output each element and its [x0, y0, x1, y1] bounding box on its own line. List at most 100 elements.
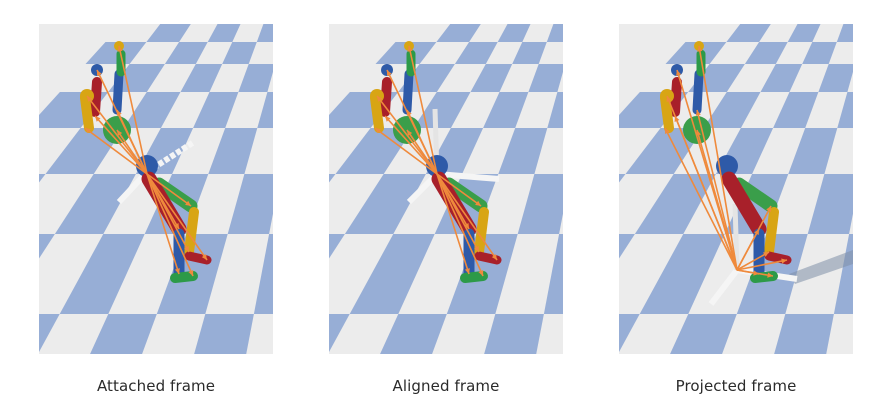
arrow-head [407, 130, 413, 136]
keypoint-arrow [94, 115, 148, 175]
arrow-head [696, 130, 701, 136]
keypoint-arrow [736, 228, 760, 271]
arrow-head [674, 116, 680, 122]
keypoint-arrows [664, 45, 788, 278]
keypoint-arrow [116, 129, 148, 175]
floor-tile [85, 42, 147, 64]
right-upper-arm [402, 69, 414, 115]
floor-tile [413, 92, 471, 128]
arrow-head [464, 268, 470, 274]
floor-tile [773, 92, 819, 128]
keypoint-arrow [84, 127, 148, 175]
arrow-head [767, 272, 773, 278]
panel-attached-frame [39, 24, 273, 354]
right-upper-arm [112, 69, 124, 115]
right-upper-arm [692, 69, 704, 115]
floor-tile [619, 174, 626, 183]
floor-tile [744, 42, 788, 64]
arrow-head [491, 254, 497, 260]
aligned-frame-scene [329, 24, 563, 354]
keypoint-arrow [436, 173, 498, 261]
floor-tile [619, 314, 640, 353]
keypoint-arrow [116, 109, 148, 175]
panel-aligned-frame [329, 24, 563, 354]
floor-tile [335, 128, 414, 174]
humanoid-robot [660, 41, 792, 283]
arrow-head [665, 128, 670, 134]
keypoint-arrows [84, 45, 208, 277]
floor-tile [724, 174, 789, 234]
keypoint-arrow [374, 127, 438, 175]
keypoint-arrow [436, 173, 470, 275]
floor-tile [90, 314, 157, 354]
arrow-head [375, 128, 381, 134]
projected-frame-scene [619, 24, 853, 354]
floor-tile [802, 42, 837, 64]
floor-tile [349, 234, 435, 314]
floor-tile [454, 42, 498, 64]
floor-tile [45, 128, 124, 174]
floor-tile [436, 24, 481, 42]
floor-tile [194, 314, 254, 354]
floor-tile [484, 314, 544, 354]
arrow-head [95, 116, 101, 122]
floor-tile [543, 234, 563, 314]
caption-projected-frame: Projected frame [675, 377, 797, 395]
arrow-head [695, 110, 701, 116]
floor-tile [837, 92, 853, 128]
floor-tile [726, 24, 771, 42]
floor-tile [193, 92, 239, 128]
floor-tile [836, 24, 853, 42]
floor-tile [639, 234, 725, 314]
keypoint-arrow [146, 173, 194, 277]
arrow-head [85, 128, 91, 134]
floor-tile [517, 174, 563, 234]
keypoint-arrow [376, 95, 438, 175]
arrow-head [763, 252, 769, 257]
floor-tile [498, 128, 548, 174]
keypoint-arrow [698, 45, 738, 271]
floor-tile [180, 64, 223, 92]
floor-tile [39, 234, 55, 259]
arrow-head [766, 206, 771, 212]
arrow-head [377, 96, 383, 102]
left-forearm [80, 93, 94, 133]
left-thigh [721, 171, 767, 237]
floor-tile [703, 92, 761, 128]
keypoint-arrows [374, 45, 498, 277]
floor-tile [497, 24, 531, 42]
floor-tile [470, 64, 513, 92]
arrow-head [185, 200, 191, 206]
floor-tile [208, 128, 258, 174]
arrow-head [387, 70, 392, 76]
left-foot [170, 271, 198, 283]
caption-aligned-frame: Aligned frame [392, 377, 500, 395]
keypoint-arrow [118, 45, 148, 175]
keypoint-arrow [736, 269, 774, 277]
keypoint-arrow [146, 173, 192, 207]
arrow-head [97, 70, 102, 76]
floor-tile [344, 174, 426, 234]
arrow-head [754, 229, 759, 235]
keypoint-arrow [146, 173, 180, 275]
keypoint-arrow [696, 129, 738, 271]
arrow-head [676, 70, 682, 76]
floor-tile [123, 92, 181, 128]
arrow-head [87, 96, 93, 102]
right-shin [184, 207, 199, 257]
floor-tile [546, 24, 563, 42]
floor-tile [807, 174, 853, 234]
arrow-head [697, 46, 703, 52]
floor-tile [253, 234, 273, 314]
floor-tile [256, 24, 273, 42]
floor-tile [760, 64, 803, 92]
arrow-head [117, 46, 123, 52]
floor-tile [774, 314, 834, 354]
floor-tile [207, 24, 241, 42]
floor-tile [483, 92, 529, 128]
left-upper-arm [670, 77, 682, 117]
keypoint-arrow [436, 173, 484, 277]
right-thigh [732, 177, 778, 213]
left-foot [460, 271, 488, 283]
arrow-head [781, 258, 787, 264]
